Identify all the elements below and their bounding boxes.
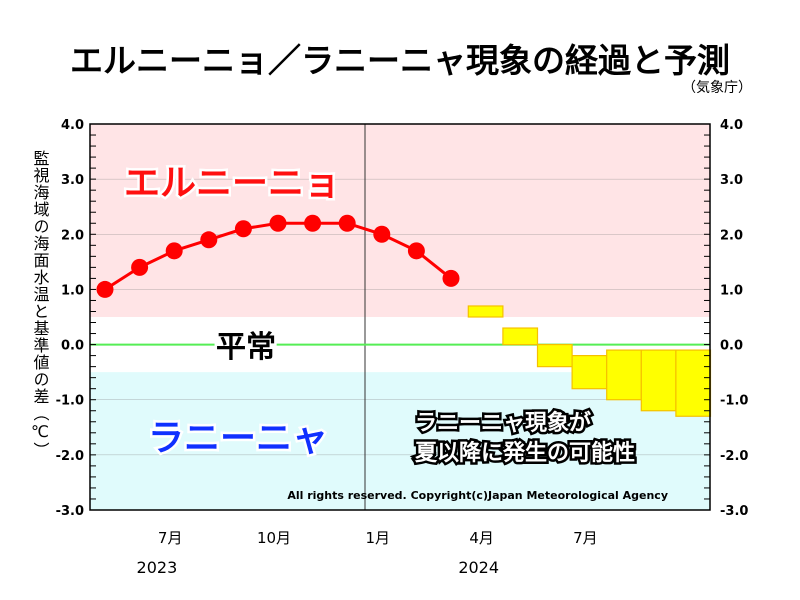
observed-point	[200, 231, 218, 249]
observed-point	[269, 214, 287, 232]
annotation-line-2: 夏以降に発生の可能性	[415, 440, 635, 466]
band-0	[90, 124, 710, 317]
y-tick-label-left: 0.0	[61, 339, 84, 354]
forecast-box	[467, 305, 504, 318]
y-tick-label-left: 4.0	[61, 118, 84, 133]
y-tick-label-left: 3.0	[61, 173, 84, 188]
x-tick-label: 1月	[366, 529, 391, 547]
chart-subtitle: （気象庁）	[682, 80, 752, 96]
observed-point	[407, 242, 425, 260]
observed-point	[338, 214, 356, 232]
y-tick-label-right: 1.0	[720, 283, 743, 298]
band-label-la-nina: ラニーニャ	[148, 418, 328, 459]
observed-point	[373, 225, 391, 243]
y-tick-label-left: -2.0	[56, 449, 84, 464]
forecast-box	[675, 349, 712, 417]
y-tick-label-right: 0.0	[720, 339, 743, 354]
y-tick-label-right: -1.0	[720, 394, 748, 409]
observed-point	[442, 269, 460, 287]
y-tick-label-right: 4.0	[720, 118, 743, 133]
annotation-line-1: ラニーニャ現象が	[415, 410, 591, 436]
observed-point	[234, 220, 252, 238]
band-label-normal: 平常	[216, 330, 276, 365]
y-tick-label-right: 3.0	[720, 173, 743, 188]
x-tick-label: 4月	[469, 529, 494, 547]
y-tick-label-left: -1.0	[56, 394, 84, 409]
x-tick-label: 10月	[257, 529, 291, 547]
forecast-box	[536, 343, 573, 368]
x-tick-label: 7月	[573, 529, 598, 547]
forecast-box	[606, 349, 642, 401]
observed-point	[131, 258, 149, 276]
chart-title: エルニーニョ／ラニーニャ現象の経過と予測	[70, 41, 730, 80]
year-label: 2023	[137, 558, 178, 577]
forecast-box	[502, 327, 539, 346]
observed-point	[304, 214, 322, 232]
forecast-box	[640, 349, 677, 412]
observed-point	[96, 280, 114, 298]
forecast-box	[571, 355, 608, 390]
y-tick-label-right: -3.0	[720, 504, 748, 519]
y-axis-label: 監視海域の海面水温と基準値の差（℃）	[30, 150, 49, 459]
x-tick-label: 7月	[158, 529, 183, 547]
band-label-el-nino: エルニーニョ	[124, 163, 340, 204]
y-tick-label-right: -2.0	[720, 449, 748, 464]
y-tick-label-right: 2.0	[720, 228, 743, 243]
y-tick-label-left: 1.0	[61, 283, 84, 298]
year-label: 2024	[458, 558, 499, 577]
plot-frame	[89, 123, 711, 511]
y-tick-label-left: -3.0	[56, 504, 84, 519]
copyright-text: All rights reserved. Copyright(c)Japan M…	[287, 489, 668, 502]
y-tick-label-left: 2.0	[61, 228, 84, 243]
observed-point	[165, 242, 183, 260]
